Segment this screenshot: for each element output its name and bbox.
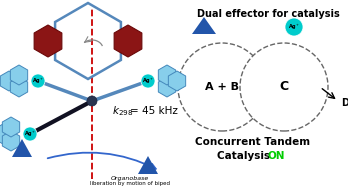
Polygon shape [192, 17, 216, 34]
Circle shape [178, 43, 266, 131]
Text: C: C [279, 81, 288, 94]
Polygon shape [168, 71, 186, 91]
Circle shape [23, 127, 37, 141]
Polygon shape [138, 156, 158, 174]
Circle shape [285, 18, 303, 36]
Polygon shape [114, 25, 142, 57]
Text: Ag$^+$: Ag$^+$ [142, 76, 154, 86]
Text: Ag$^+$: Ag$^+$ [32, 76, 44, 86]
Text: Ag$^+$: Ag$^+$ [24, 129, 36, 139]
Polygon shape [2, 117, 19, 137]
Polygon shape [158, 77, 176, 97]
Circle shape [31, 74, 45, 88]
Polygon shape [158, 65, 176, 85]
Circle shape [240, 43, 328, 131]
Text: liberation by motion of biped: liberation by motion of biped [90, 181, 170, 186]
Polygon shape [10, 77, 27, 97]
Text: ON: ON [267, 151, 285, 161]
Polygon shape [10, 65, 27, 85]
Circle shape [141, 74, 155, 88]
Text: D: D [341, 98, 348, 108]
Text: A + B: A + B [205, 82, 239, 92]
Polygon shape [2, 131, 19, 151]
Text: Concurrent Tandem: Concurrent Tandem [196, 137, 310, 147]
Polygon shape [0, 124, 12, 144]
Polygon shape [0, 71, 18, 91]
Text: Ag$^+$: Ag$^+$ [288, 22, 300, 32]
Polygon shape [12, 139, 32, 157]
Circle shape [87, 96, 97, 106]
Text: = 45 kHz: = 45 kHz [130, 106, 178, 116]
Text: Catalysis: Catalysis [216, 151, 274, 161]
Text: Organobase: Organobase [111, 176, 149, 181]
Text: $k_{298}$: $k_{298}$ [112, 104, 133, 118]
Text: Dual effector for catalysis: Dual effector for catalysis [197, 9, 339, 19]
Polygon shape [34, 25, 62, 57]
